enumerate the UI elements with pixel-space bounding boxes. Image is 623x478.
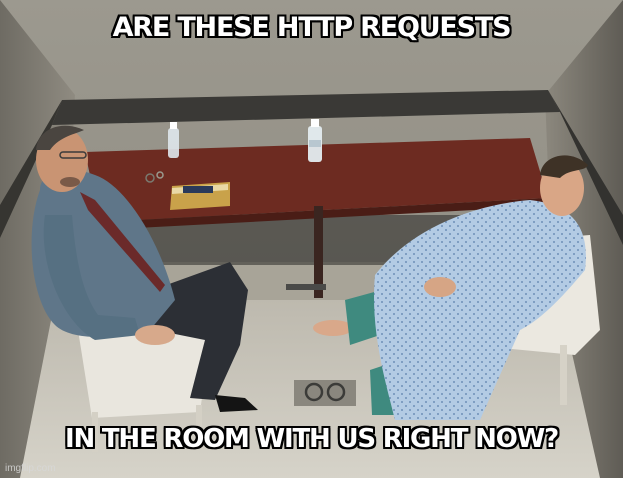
left-chair	[78, 330, 210, 452]
bottom-caption: IN THE ROOM WITH US RIGHT NOW?	[65, 424, 559, 454]
handcuffs-icon	[294, 380, 356, 406]
notepad-icon	[170, 182, 230, 210]
investigator	[31, 125, 258, 412]
watermark: imgflip.com	[5, 463, 56, 474]
keys-icon	[145, 171, 164, 183]
water-bottle-icon	[308, 119, 322, 162]
wall-trim	[52, 90, 560, 125]
suspect	[313, 155, 588, 420]
top-caption: ARE THESE HTTP REQUESTS	[112, 12, 512, 43]
water-bottle-icon	[168, 122, 179, 158]
table-leg	[314, 206, 323, 298]
